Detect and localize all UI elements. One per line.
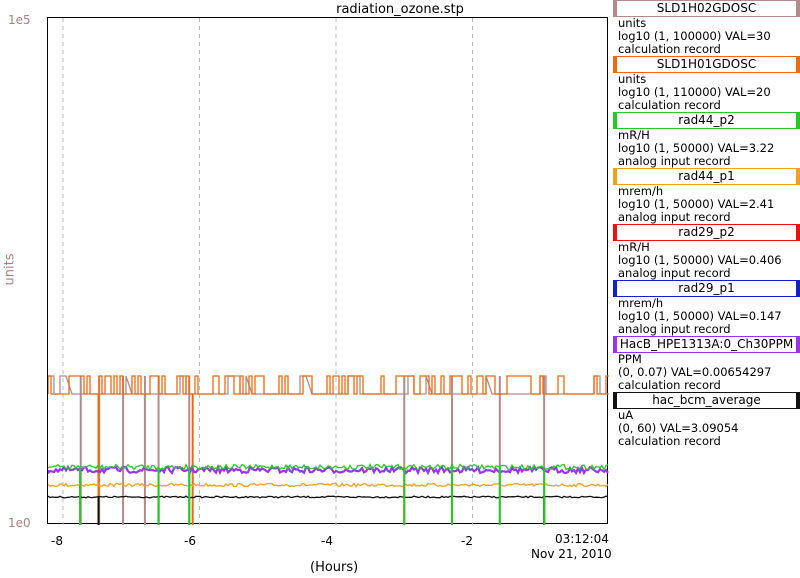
legend-units: units	[618, 72, 647, 86]
legend-record: analog input record	[618, 154, 731, 168]
end-time-label: 03:12:04	[555, 532, 609, 546]
legend-pv-name[interactable]: SLD1H01GDOSC	[613, 56, 800, 73]
plot-title: radiation_ozone.stp	[336, 2, 464, 17]
legend-units: mrem/h	[618, 184, 664, 198]
x-tick-label: -8	[51, 534, 63, 548]
legend-item[interactable]: rad44_p1 mrem/h log10 (1, 50000) VAL=2.41 a…	[613, 168, 800, 224]
legend-record: calculation record	[618, 434, 721, 448]
legend-record: analog input record	[618, 210, 731, 224]
legend-range: log10 (1, 50000) VAL=2.41	[618, 197, 775, 211]
legend-units: mR/H	[618, 128, 650, 142]
legend-record: calculation record	[618, 42, 721, 56]
legend-units: mR/H	[618, 240, 650, 254]
legend-record: calculation record	[618, 378, 721, 392]
plot-canvas[interactable]	[48, 18, 609, 525]
series-line-rad44-p2	[48, 463, 609, 471]
legend-item[interactable]: rad29_p1 mrem/h log10 (1, 50000) VAL=0.147…	[613, 280, 800, 336]
series-line-sld1h01gdosc	[48, 375, 609, 395]
legend-record: analog input record	[618, 322, 731, 336]
legend-range: log10 (1, 100000) VAL=30	[618, 29, 771, 43]
legend-pv-name[interactable]: rad29_p2	[613, 224, 800, 241]
legend-units: mrem/h	[618, 296, 664, 310]
series-line-hac-bcm-average	[48, 495, 609, 499]
x-tick-label: -4	[321, 534, 333, 548]
legend-record: calculation record	[618, 98, 721, 112]
legend-range: (0, 60) VAL=3.09054	[618, 421, 739, 435]
x-tick-label: -2	[461, 534, 473, 548]
x-tick-label: -6	[184, 534, 196, 548]
legend-range: log10 (1, 50000) VAL=3.22	[618, 141, 775, 155]
legend-item[interactable]: SLD1H01GDOSC units log10 (1, 110000) VAL=2…	[613, 56, 800, 112]
legend-range: log10 (1, 50000) VAL=0.406	[618, 253, 782, 267]
legend-item[interactable]: hac_bcm_average uA (0, 60) VAL=3.09054 calc…	[613, 392, 800, 448]
legend-pv-name[interactable]: rad29_p1	[613, 280, 800, 297]
legend-range: (0, 0.07) VAL=0.00654297	[618, 365, 772, 379]
legend-pv-name[interactable]: SLD1H02GDOSC	[613, 0, 800, 17]
legend-record: analog input record	[618, 266, 731, 280]
legend-item[interactable]: rad29_p2 mR/H log10 (1, 50000) VAL=0.406 an…	[613, 224, 800, 280]
legend-range: log10 (1, 50000) VAL=0.147	[618, 309, 782, 323]
legend-item[interactable]: HacB_HPE1313A:0_Ch30PPM PPM (0, 0.07) VAL=…	[613, 336, 800, 392]
legend-range: log10 (1, 110000) VAL=20	[618, 85, 771, 99]
legend-units: PPM	[618, 352, 642, 366]
x-axis-label: (Hours)	[310, 560, 359, 575]
legend-pv-name[interactable]: rad44_p1	[613, 168, 800, 185]
y-axis-top-label: 1e5	[8, 13, 31, 27]
legend-units: units	[618, 16, 647, 30]
legend-item[interactable]: SLD1H02GDOSC units log10 (1, 100000) VAL=3…	[613, 0, 800, 56]
y-axis-label: units	[2, 253, 18, 286]
plot-area[interactable]	[47, 17, 609, 525]
legend-pv-name[interactable]: HacB_HPE1313A:0_Ch30PPM	[613, 336, 800, 353]
series-line-hacb-hpe1313a-0-ch30ppm	[48, 463, 609, 476]
series-line-rad44-p1	[48, 482, 609, 488]
legend-pv-name[interactable]: rad44_p2	[613, 112, 800, 129]
y-axis-bottom-label: 1e0	[8, 516, 31, 530]
legend-item[interactable]: rad44_p2 mR/H log10 (1, 50000) VAL=3.22 ana…	[613, 112, 800, 168]
legend-panel: SLD1H02GDOSC units log10 (1, 100000) VAL=3…	[613, 0, 800, 448]
legend-pv-name[interactable]: hac_bcm_average	[613, 392, 800, 409]
end-date-label: Nov 21, 2010	[531, 547, 612, 561]
legend-units: uA	[618, 408, 634, 422]
